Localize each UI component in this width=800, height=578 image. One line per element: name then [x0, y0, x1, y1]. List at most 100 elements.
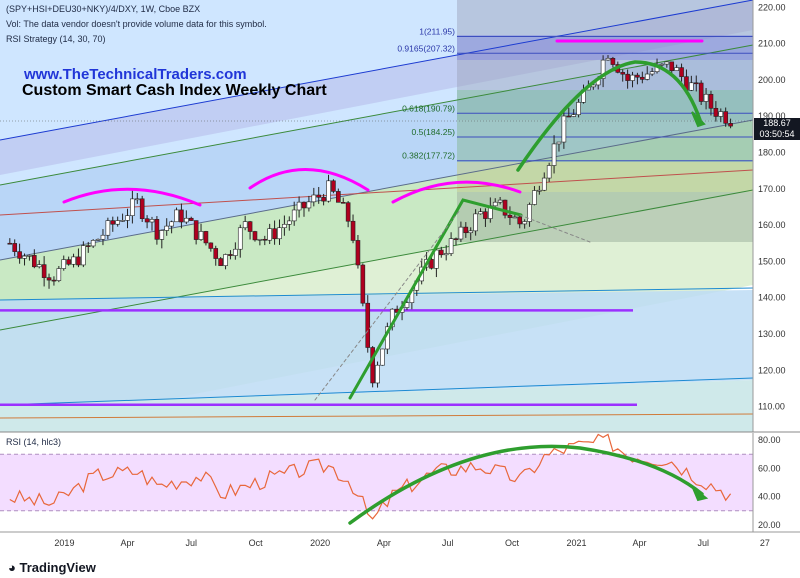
time-tick-label: 2020 [310, 538, 330, 548]
candle-body [679, 67, 684, 77]
fib-label: 1(211.95) [419, 26, 455, 36]
fib-label: 0.5(184.25) [412, 127, 456, 137]
candle-body [468, 230, 474, 234]
head-shoulders-head-arc [248, 168, 370, 192]
strategy-line: RSI Strategy (14, 30, 70) [6, 34, 106, 44]
candle-body [242, 221, 248, 229]
candle-body [272, 228, 277, 240]
time-tick-label: Apr [633, 538, 647, 548]
candle-body [56, 268, 62, 281]
candle-body [345, 202, 351, 222]
candle-body [149, 219, 155, 223]
candle-body [296, 201, 302, 211]
candle-body [365, 302, 371, 348]
candle-body [438, 249, 444, 256]
candle-body [434, 249, 439, 269]
price-tick-label: 180.00 [758, 147, 786, 157]
time-tick-label: Jul [698, 538, 710, 548]
candle-body [95, 238, 101, 241]
rsi-tick-label: 20.00 [758, 520, 781, 530]
rounding-top-arc [516, 60, 702, 172]
candle-body [159, 230, 165, 240]
candle-body [522, 221, 527, 225]
candle-body [164, 225, 170, 231]
countdown-tag: 03:50:54 [754, 129, 800, 140]
candle-body [644, 73, 650, 80]
candle-body [61, 259, 67, 269]
time-axis: 2019 Apr Jul Oct 2020 Apr Jul Oct 2021 Apr Jul 27 [0, 531, 800, 554]
candle-body [463, 226, 469, 234]
candle-body [22, 255, 27, 259]
candle-body [532, 190, 537, 205]
candle-body [360, 264, 366, 304]
candle-body [689, 82, 694, 91]
symbol-line: (SPY+HSI+DEU30+NKY)/4/DXY, 1W, Cboe BZX [6, 4, 201, 14]
price-tick-label: 200.00 [758, 75, 786, 85]
candle-body [267, 228, 272, 241]
candle-body [708, 93, 714, 109]
volume-note: Vol: The data vendor doesn't provide vol… [6, 19, 267, 29]
candle-body [458, 226, 464, 240]
candle-body [154, 219, 160, 240]
price-axis: 110.00 120.00 130.00 140.00 150.00 160.00 170.… [752, 0, 800, 432]
candle-body [610, 57, 616, 65]
candle-body [728, 123, 733, 127]
candle-body [184, 217, 189, 223]
candle-body [125, 215, 130, 221]
candle-body [134, 198, 140, 201]
candle-body [277, 227, 282, 240]
candle-body [620, 72, 626, 75]
candle-body [492, 201, 498, 207]
price-tick-label: 140.00 [758, 293, 786, 303]
candle-body [262, 238, 268, 241]
price-tick-label: 190.00 [758, 111, 786, 121]
fib-label: 0.9165(207.32) [397, 43, 455, 53]
candle-body [635, 74, 640, 78]
candle-body [286, 220, 292, 225]
candle-body [203, 231, 209, 244]
candle-body [674, 67, 679, 71]
candle-body [257, 238, 263, 241]
candle-body [336, 191, 341, 203]
candle-body [130, 198, 135, 216]
head-shoulders-left-arc [62, 187, 202, 207]
candle-body [41, 264, 47, 278]
time-tick-label: Jul [442, 538, 454, 548]
time-tick-label: Apr [120, 538, 134, 548]
candle-body [12, 243, 18, 252]
candle-body [625, 73, 630, 81]
candle-body [713, 107, 719, 117]
candle-body [600, 59, 606, 79]
candle-body [85, 245, 91, 247]
fib-label: 0.618(190.79) [402, 103, 455, 113]
candle-body [453, 238, 459, 240]
last-price-tag: 188.67 [754, 118, 800, 129]
candle-body [213, 248, 219, 259]
support-lines [0, 309, 637, 407]
candle-body [380, 348, 385, 366]
tradingview-logo[interactable]: ◕ TradingView [8, 560, 96, 575]
price-tick-label: 160.00 [758, 220, 786, 230]
candle-body [228, 254, 233, 256]
tradingview-logo-text: TradingView [19, 560, 96, 575]
time-tick-label: Jul [185, 538, 197, 548]
candle-body [576, 102, 581, 116]
candle-body [105, 220, 111, 236]
candle-body [497, 199, 503, 203]
candle-body [27, 255, 32, 257]
time-tick-label: Apr [377, 538, 391, 548]
price-tick-label: 130.00 [758, 329, 786, 339]
rsi-arc [348, 444, 704, 525]
candle-body [507, 214, 513, 218]
time-tick-label: 27 [760, 538, 770, 548]
time-tick-label: Oct [505, 538, 520, 548]
head-shoulders-right-arc [391, 180, 522, 204]
candle-body [527, 204, 532, 222]
candle-body [174, 209, 179, 223]
fibonacci-levels: 1(211.95) 0.9165(207.32) 0.618(190.79) 0.5(… [397, 26, 753, 162]
candle-body [404, 302, 410, 308]
candle-body [188, 217, 194, 221]
candle-body [340, 202, 346, 204]
candle-body [659, 63, 665, 66]
